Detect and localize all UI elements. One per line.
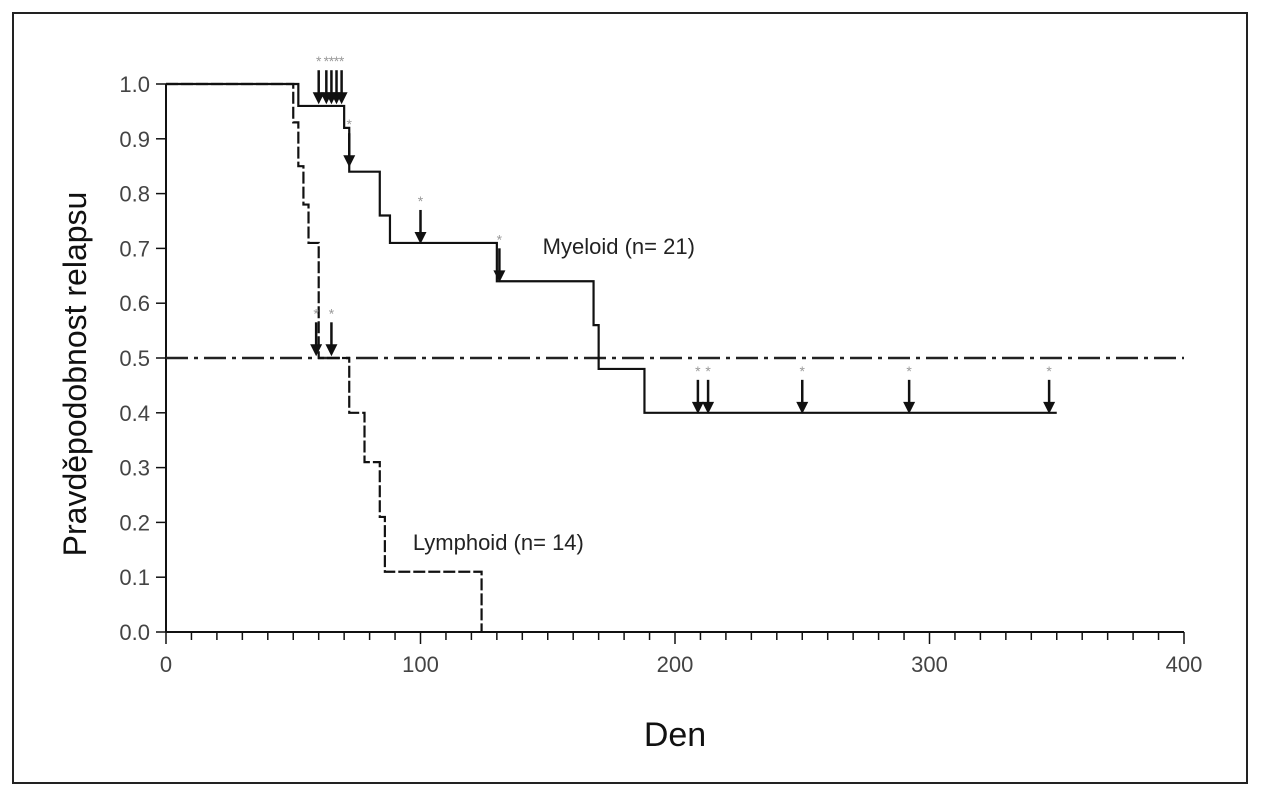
- y-tick-label: 1.0: [119, 72, 150, 97]
- censor-asterisk: *: [418, 193, 424, 209]
- y-ticks: 0.0 0.1 0.2 0.3 0.4 0.5 0.6 0.7 0.8 0.9 1.0: [119, 72, 166, 645]
- censor-arrow: [312, 92, 325, 105]
- censor-mark: *: [414, 193, 427, 244]
- y-tick-label: 0.7: [119, 236, 150, 261]
- series-annotation: Myeloid (n= 21): [543, 234, 695, 259]
- y-axis-label: Pravděpodobnost relapsu: [57, 192, 93, 557]
- censor-asterisk: *: [497, 231, 503, 247]
- censor-mark: *: [903, 363, 916, 414]
- censor-mark: *: [335, 53, 348, 105]
- y-tick-label: 0.3: [119, 456, 150, 481]
- censor-asterisk: *: [316, 53, 322, 69]
- censor-arrow: [414, 231, 427, 244]
- x-tick-label: 400: [1166, 652, 1203, 677]
- censor-asterisk: *: [339, 53, 345, 69]
- censor-asterisk: *: [334, 53, 340, 69]
- censor-asterisk: *: [800, 363, 806, 379]
- censor-arrow: [310, 344, 323, 357]
- y-tick-label: 0.2: [119, 510, 150, 535]
- censor-arrow: [335, 92, 348, 105]
- censor-arrow: [796, 401, 809, 414]
- censor-arrow: [691, 401, 704, 414]
- series-line: [166, 82, 483, 632]
- y-tick-label: 0.4: [119, 401, 150, 426]
- censor-arrow: [325, 344, 338, 357]
- series-lymphoid: * *: [166, 82, 483, 632]
- y-tick-label: 0.0: [119, 620, 150, 645]
- chart-frame: 0 100 200 300 400 0.0 0.1 0.2 0.3 0.4 0.5 0.6 0.7 0.…: [12, 12, 1248, 784]
- censor-arrow: [343, 155, 356, 168]
- x-axis-label: Den: [644, 716, 706, 754]
- censor-asterisk: *: [329, 305, 335, 321]
- censor-arrow: [493, 270, 506, 283]
- censor-asterisk: *: [313, 305, 319, 321]
- series-line: [166, 82, 1057, 414]
- censor-mark: *: [796, 363, 809, 414]
- series-myeloid: * * * * ***** * * * *: [166, 53, 1057, 414]
- x-tick-label: 300: [911, 652, 948, 677]
- x-tick-label: 0: [160, 652, 172, 677]
- censor-asterisk: *: [329, 53, 335, 69]
- censor-asterisk: *: [347, 116, 353, 132]
- series-annotation: Lymphoid (n= 14): [413, 530, 584, 555]
- censor-mark: *: [493, 231, 506, 283]
- censor-mark: *: [312, 53, 325, 105]
- censor-arrow: [1043, 401, 1056, 414]
- censor-asterisk: *: [324, 53, 330, 69]
- censor-asterisk: *: [906, 363, 912, 379]
- censor-asterisk: *: [695, 363, 701, 379]
- censor-asterisk: *: [1046, 363, 1052, 379]
- y-tick-label: 0.9: [119, 127, 150, 152]
- censor-mark: *: [1043, 363, 1056, 414]
- censor-arrow: [702, 401, 715, 414]
- series-group: * * * * ***** * * * ** *: [166, 53, 1057, 632]
- x-tick-label: 100: [402, 652, 439, 677]
- censor-mark: *: [691, 363, 704, 414]
- y-tick-label: 0.5: [119, 346, 150, 371]
- y-tick-label: 0.8: [119, 182, 150, 207]
- censor-mark: *: [310, 305, 323, 357]
- km-chart: 0 100 200 300 400 0.00.10.20.30.40.50.60.70.…: [57, 53, 1202, 754]
- x-tick-label: 200: [657, 652, 694, 677]
- censor-mark: *: [702, 363, 715, 414]
- y-tick-label: 0.6: [119, 291, 150, 316]
- x-ticks: 0 100 200 300 400: [160, 632, 1202, 677]
- censor-mark: *: [343, 116, 356, 168]
- censor-mark: *: [325, 305, 338, 357]
- y-tick-label: 0.1: [119, 565, 150, 590]
- censor-asterisk: *: [705, 363, 711, 379]
- censor-arrow: [903, 401, 916, 414]
- annotations-group: Myeloid (n= 21) Lymphoid (n= 14): [413, 234, 695, 555]
